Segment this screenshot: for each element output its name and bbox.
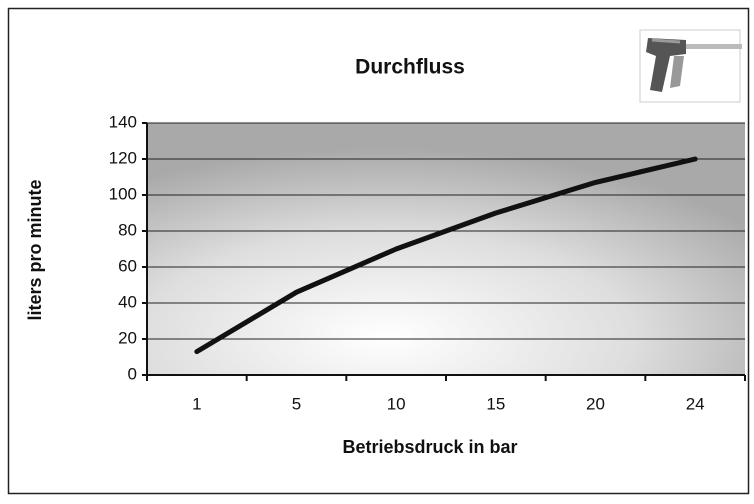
x-tick-label: 10 [387,394,406,413]
y-tick-label: 100 [109,184,137,203]
x-tick-label: 5 [292,394,301,413]
y-axis-label: liters pro minute [25,179,45,320]
spray-gun-icon [640,30,742,102]
y-tick-label: 0 [128,364,137,383]
x-axis-label: Betriebsdruck in bar [342,437,517,457]
y-tick-label: 40 [118,292,137,311]
chart-title: Durchfluss [355,56,465,79]
y-tick-label: 80 [118,220,137,239]
y-tick-label: 20 [118,328,137,347]
x-tick-label: 15 [486,394,505,413]
x-tick-label: 20 [586,394,605,413]
chart: Durchfluss Betriebsdruck in bar liters p… [0,0,754,499]
x-tick-label: 1 [192,394,201,413]
y-tick-label: 60 [118,256,137,275]
y-tick-label: 140 [109,112,137,131]
x-tick-label: 24 [686,394,705,413]
y-tick-label: 120 [109,148,137,167]
plot-area [147,123,745,375]
